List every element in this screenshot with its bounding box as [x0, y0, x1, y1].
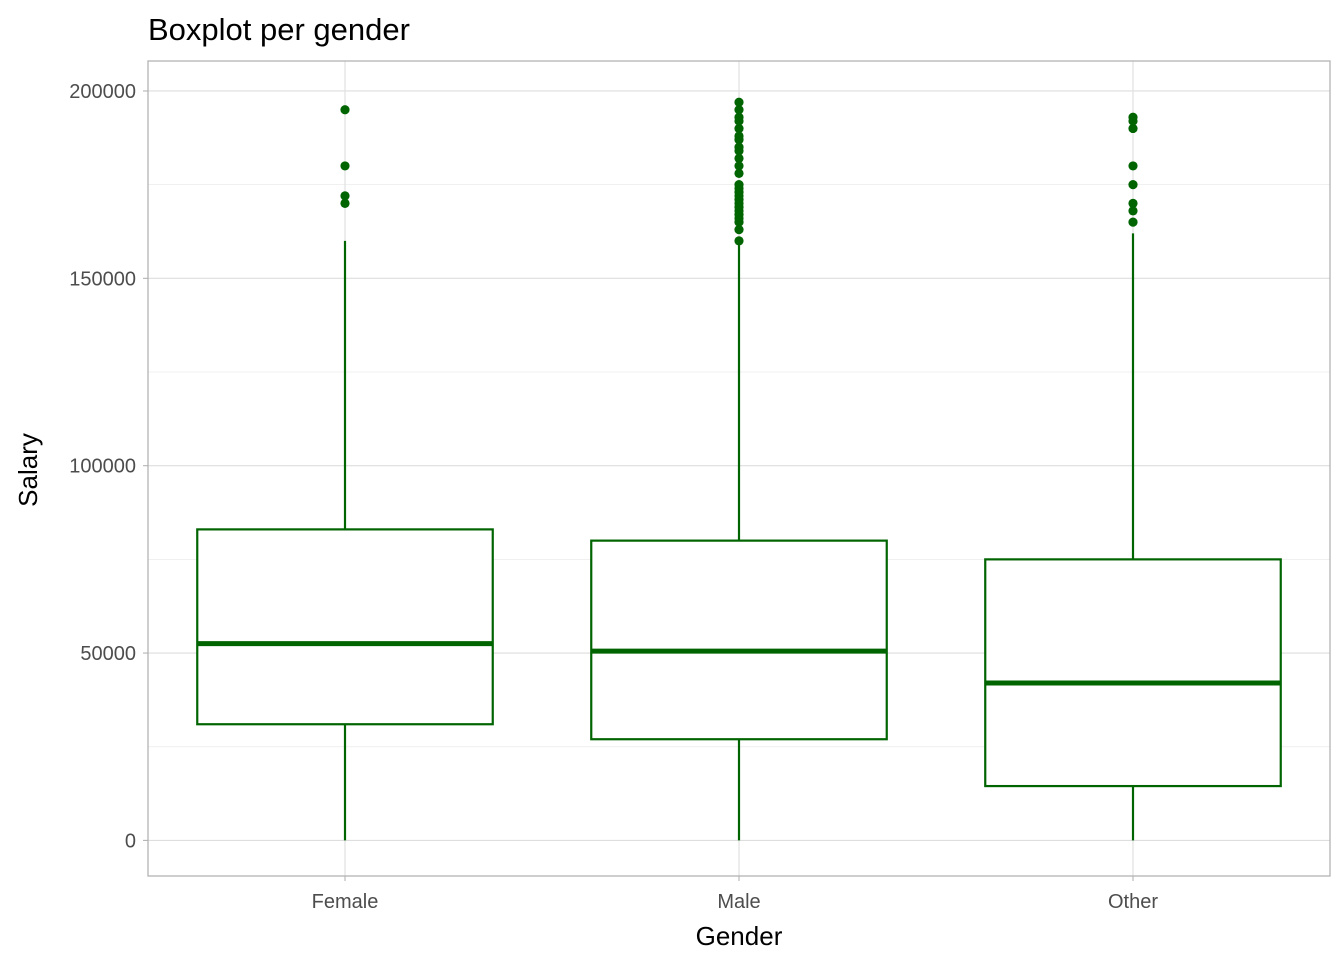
plot-border — [147, 60, 1331, 877]
outlier-point — [1128, 217, 1138, 227]
outlier-point — [340, 191, 350, 201]
outlier-point — [340, 161, 350, 171]
outlier-point — [1128, 112, 1138, 122]
outlier-point — [1128, 198, 1138, 208]
y-tick-label: 50000 — [80, 643, 136, 665]
iqr-box — [590, 539, 888, 741]
x-tick-label: Male — [717, 891, 760, 913]
outlier-point — [734, 112, 744, 122]
outlier-point — [340, 198, 350, 208]
outlier-point — [734, 97, 744, 107]
outlier-point — [1128, 123, 1138, 134]
box-male — [590, 97, 888, 841]
box-female — [196, 105, 494, 841]
outlier-point — [734, 225, 744, 235]
outlier-point — [734, 123, 744, 134]
chart-title: Boxplot per gender — [148, 12, 410, 47]
x-tick-label: Other — [1108, 891, 1158, 913]
x-axis-ticks: Female Male Other — [312, 876, 1158, 913]
box-other — [984, 112, 1282, 841]
outlier-point — [734, 180, 744, 190]
outlier-point — [734, 153, 744, 164]
boxplot-series — [196, 97, 1282, 841]
outlier-point — [1128, 206, 1138, 216]
y-tick-label: 150000 — [69, 268, 136, 290]
y-tick-label: 0 — [125, 830, 136, 852]
outlier-point — [734, 142, 744, 152]
outlier-point — [734, 236, 744, 246]
outlier-point — [734, 131, 744, 141]
outlier-point — [340, 105, 350, 115]
y-tick-label: 100000 — [69, 456, 136, 478]
outlier-point — [1128, 161, 1138, 171]
y-tick-label: 200000 — [69, 81, 136, 103]
iqr-box — [984, 558, 1282, 788]
x-tick-label: Female — [312, 891, 379, 913]
outlier-point — [734, 105, 744, 115]
outlier-point — [1128, 180, 1138, 190]
x-axis-title: Gender — [696, 921, 783, 951]
y-axis-ticks: 0 50000 100000 150000 200000 — [69, 81, 148, 852]
outlier-point — [734, 168, 744, 179]
y-axis-title: Salary — [13, 433, 43, 507]
iqr-box — [196, 528, 494, 726]
outlier-point — [734, 161, 744, 171]
